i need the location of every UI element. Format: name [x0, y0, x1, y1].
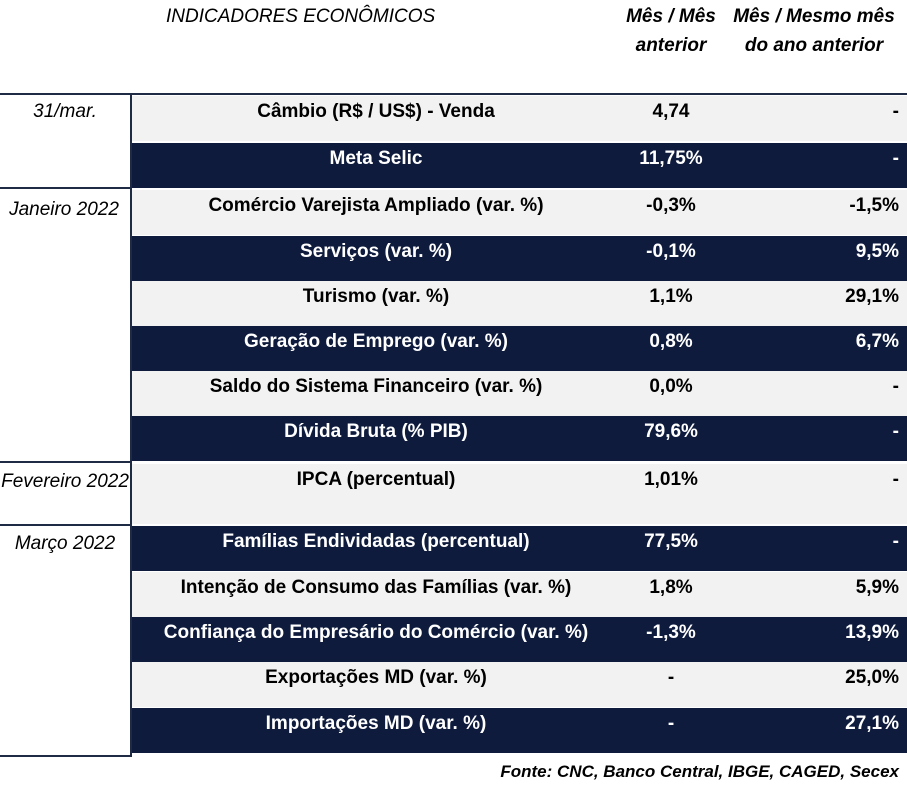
row-value-yoy: - [892, 531, 899, 552]
column-header-month-over-month: Mês / Mês anterior [626, 6, 716, 56]
header-divider [0, 93, 907, 95]
table-row: Intenção de Consumo das Famílias (var. %… [132, 572, 907, 617]
row-value-yoy: -1,5% [849, 195, 899, 216]
row-value-mom: 0,0% [649, 376, 693, 397]
row-value-mom: - [667, 713, 675, 734]
table-row: Meta Selic 11,75% - [132, 143, 907, 188]
column-divider [130, 93, 132, 757]
row-value-mom: -0,1% [646, 241, 696, 262]
row-value-yoy: 25,0% [845, 667, 899, 688]
section-divider [0, 755, 132, 757]
row-value-mom: 79,6% [644, 421, 698, 442]
table-row: Exportações MD (var. %) - 25,0% [132, 662, 907, 707]
row-value-yoy: - [892, 376, 899, 397]
table-row: Serviços (var. %) -0,1% 9,5% [132, 236, 907, 281]
row-label: Meta Selic [329, 148, 423, 169]
row-label: Comércio Varejista Ampliado (var. %) [208, 195, 544, 216]
row-value-mom: 77,5% [644, 531, 698, 552]
row-value-mom: - [667, 667, 675, 688]
section-divider [0, 524, 132, 526]
row-label: Saldo do Sistema Financeiro (var. %) [209, 376, 543, 397]
row-label: Exportações MD (var. %) [265, 667, 487, 688]
period-label-janeiro: Janeiro 2022 [9, 199, 119, 220]
table-row: Famílias Endividadas (percentual) 77,5% … [132, 526, 907, 571]
period-label-marco: Março 2022 [14, 533, 116, 554]
table-row: Comércio Varejista Ampliado (var. %) -0,… [132, 190, 907, 235]
period-label-fevereiro: Fevereiro 2022 [1, 471, 129, 492]
row-value-mom: 0,8% [649, 331, 693, 352]
row-label: Geração de Emprego (var. %) [244, 331, 508, 352]
row-label: Famílias Endividadas (percentual) [222, 531, 530, 552]
row-value-mom: 1,8% [649, 577, 693, 598]
table-title: INDICADORES ECONÔMICOS [166, 6, 436, 27]
row-value-yoy: 13,9% [845, 622, 899, 643]
row-value-mom: 11,75% [639, 148, 703, 169]
row-label: Turismo (var. %) [302, 286, 450, 307]
section-divider [0, 187, 132, 189]
row-label: Importações MD (var. %) [265, 713, 487, 734]
row-value-mom: -1,3% [646, 622, 696, 643]
table-row: Confiança do Empresário do Comércio (var… [132, 617, 907, 662]
row-value-yoy: 6,7% [855, 331, 899, 352]
section-divider [0, 461, 132, 463]
row-value-mom: 1,1% [649, 286, 693, 307]
table-row: Geração de Emprego (var. %) 0,8% 6,7% [132, 326, 907, 371]
row-value-mom: -0,3% [646, 195, 696, 216]
row-value-mom: 1,01% [644, 469, 698, 490]
table-row: Importações MD (var. %) - 27,1% [132, 708, 907, 753]
row-value-yoy: 29,1% [845, 286, 899, 307]
table-row: Saldo do Sistema Financeiro (var. %) 0,0… [132, 371, 907, 416]
row-value-yoy: - [892, 101, 899, 122]
table-row: IPCA (percentual) 1,01% - [132, 464, 907, 524]
row-label: Câmbio (R$ / US$) - Venda [257, 101, 495, 122]
column-header-year-over-year: Mês / Mesmo mês do ano anterior [733, 6, 895, 56]
table-row: Câmbio (R$ / US$) - Venda 4,74 - [132, 96, 907, 141]
period-label-31-mar: 31/mar. [33, 101, 97, 122]
row-value-yoy: - [892, 148, 899, 169]
row-value-yoy: 5,9% [855, 577, 899, 598]
row-label: IPCA (percentual) [296, 469, 456, 490]
row-value-yoy: 9,5% [855, 241, 899, 262]
row-value-yoy: 27,1% [845, 713, 899, 734]
row-value-mom: 4,74 [652, 101, 690, 122]
row-label: Dívida Bruta (% PIB) [284, 421, 468, 442]
row-label: Serviços (var. %) [299, 241, 453, 262]
source-note: Fonte: CNC, Banco Central, IBGE, CAGED, … [500, 762, 899, 781]
table-row: Dívida Bruta (% PIB) 79,6% - [132, 416, 907, 461]
row-value-yoy: - [892, 421, 899, 442]
row-label: Confiança do Empresário do Comércio (var… [163, 622, 589, 643]
row-value-yoy: - [892, 469, 899, 490]
table-row: Turismo (var. %) 1,1% 29,1% [132, 281, 907, 326]
row-label: Intenção de Consumo das Famílias (var. %… [180, 577, 572, 598]
